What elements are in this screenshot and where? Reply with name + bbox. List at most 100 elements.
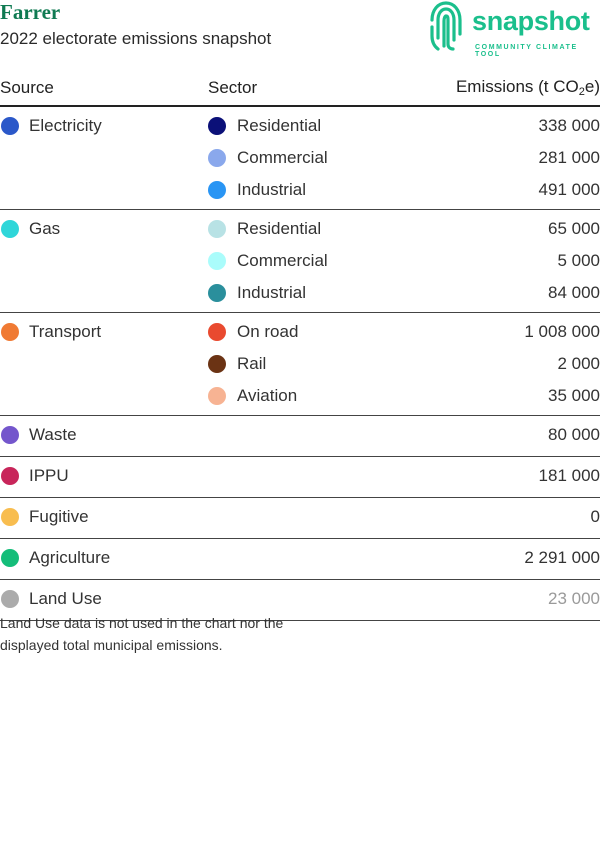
sector-cell: Industrial bbox=[208, 277, 408, 313]
emissions-value: 281 000 bbox=[538, 148, 600, 167]
page-title: Farrer bbox=[0, 0, 61, 24]
source-cell-label: Electricity bbox=[29, 116, 102, 135]
table-row: Industrial 491 000 bbox=[0, 174, 600, 210]
sector-cell-content: Industrial bbox=[208, 180, 408, 200]
sector-cell: Industrial bbox=[208, 174, 408, 210]
logo-tagline: COMMUNITY CLIMATE TOOL bbox=[475, 44, 578, 58]
source-cell-empty bbox=[0, 245, 208, 277]
sector-color-dot-icon bbox=[208, 181, 226, 199]
sector-cell-label: Aviation bbox=[237, 386, 298, 405]
source-cell-content: Fugitive bbox=[0, 507, 208, 527]
sector-color-dot-icon bbox=[208, 387, 226, 405]
source-cell-label: Gas bbox=[29, 219, 61, 238]
sector-cell-content: Residential bbox=[208, 116, 408, 136]
sector-cell: Aviation bbox=[208, 380, 408, 416]
source-cell-content: Transport bbox=[0, 322, 208, 342]
table-header-row: Source Sector Emissions (t CO2e) bbox=[0, 70, 600, 107]
source-color-dot-icon bbox=[1, 548, 19, 567]
sector-cell-empty bbox=[208, 579, 408, 621]
source-color-dot-icon bbox=[1, 425, 19, 444]
sector-color-dot-icon bbox=[208, 149, 226, 167]
sector-color-dot-icon bbox=[208, 323, 226, 341]
sector-cell: Commercial bbox=[208, 245, 408, 277]
source-cell-label: IPPU bbox=[29, 465, 69, 485]
source-cell-content: Land Use bbox=[0, 589, 208, 609]
source-color-dot-icon bbox=[1, 507, 19, 526]
header: Farrer 2022 electorate emissions snapsho… bbox=[0, 0, 600, 70]
source-cell-empty bbox=[0, 348, 208, 380]
source-cell: Fugitive bbox=[0, 497, 208, 539]
source-cell: Electricity bbox=[0, 106, 208, 142]
emissions-value: 5 000 bbox=[557, 251, 600, 270]
table-row: Commercial 5 000 bbox=[0, 245, 600, 277]
table-row: Transport On road 1 008 000 bbox=[0, 313, 600, 349]
land-use-note: Land Use data is not used in the chart n… bbox=[0, 615, 284, 653]
column-header-emissions: Emissions (t CO2e) bbox=[408, 70, 600, 107]
source-cell-content: Gas bbox=[0, 219, 208, 239]
source-color-dot-icon bbox=[1, 117, 19, 135]
sector-cell-empty bbox=[208, 415, 408, 457]
table-row: Gas Residential 65 000 bbox=[0, 210, 600, 246]
emissions-value: 65 000 bbox=[548, 219, 600, 238]
source-cell-content: Electricity bbox=[0, 116, 208, 136]
emissions-value: 84 000 bbox=[408, 277, 600, 313]
sector-cell-content: Rail bbox=[208, 354, 408, 374]
sector-color-dot-icon bbox=[208, 355, 226, 373]
sector-cell: Commercial bbox=[208, 142, 408, 174]
source-cell-label: Transport bbox=[29, 322, 102, 341]
sector-cell-label: Industrial bbox=[237, 283, 306, 302]
sector-cell-content: Residential bbox=[208, 219, 408, 239]
sector-cell-content: Commercial bbox=[208, 148, 408, 168]
sector-cell-content: Industrial bbox=[208, 283, 408, 303]
source-cell-empty bbox=[0, 174, 208, 210]
source-cell: Agriculture bbox=[0, 538, 208, 580]
table-row: Aviation 35 000 bbox=[0, 380, 600, 416]
table-row: Rail 2 000 bbox=[0, 348, 600, 380]
source-cell-label: Waste bbox=[29, 424, 77, 444]
sector-color-dot-icon bbox=[208, 252, 226, 270]
source-cell: IPPU bbox=[0, 456, 208, 498]
emissions-value: 80 000 bbox=[408, 415, 600, 457]
table-row: Commercial 281 000 bbox=[0, 142, 600, 174]
source-cell: Waste bbox=[0, 415, 208, 457]
sector-color-dot-icon bbox=[208, 284, 226, 302]
sector-cell-content: Aviation bbox=[208, 386, 408, 406]
sector-cell: Rail bbox=[208, 348, 408, 380]
sector-cell: On road bbox=[208, 313, 408, 349]
source-cell: Transport bbox=[0, 313, 208, 349]
column-header-sector: Sector bbox=[208, 70, 408, 107]
sector-cell-label: Rail bbox=[237, 354, 267, 373]
source-cell-content: Agriculture bbox=[0, 548, 208, 568]
table-row: IPPU 181 000 bbox=[0, 456, 600, 498]
table-body: Electricity Residential 338 000 Commercial 2… bbox=[0, 106, 600, 621]
table-row: Electricity Residential 338 000 bbox=[0, 106, 600, 142]
table-row: Waste 80 000 bbox=[0, 415, 600, 457]
sector-cell-label: Residential bbox=[237, 219, 322, 238]
emissions-value: 338 000 bbox=[538, 116, 600, 135]
source-color-dot-icon bbox=[1, 466, 19, 485]
fingerprint-icon bbox=[430, 1, 462, 51]
sector-cell-label: Industrial bbox=[237, 180, 306, 199]
emissions-value: 0 bbox=[408, 497, 600, 539]
source-cell-label: Fugitive bbox=[29, 506, 89, 526]
sector-cell-label: On road bbox=[237, 322, 299, 341]
sector-color-dot-icon bbox=[208, 220, 226, 238]
source-cell-empty bbox=[0, 380, 208, 416]
snapshot-logo[interactable]: snapshot COMMUNITY CLIMATE TOOL bbox=[428, 0, 600, 58]
sector-cell-content: Commercial bbox=[208, 251, 408, 271]
source-cell-empty bbox=[0, 142, 208, 174]
table-row: Land Use 23 000 bbox=[0, 579, 600, 621]
sector-cell-empty bbox=[208, 456, 408, 498]
emissions-value: 23 000 bbox=[408, 579, 600, 621]
source-color-dot-icon bbox=[1, 323, 19, 341]
table-row: Fugitive 0 bbox=[0, 497, 600, 539]
sector-color-dot-icon bbox=[208, 117, 226, 135]
sector-cell: Residential bbox=[208, 106, 408, 142]
sector-cell: Residential bbox=[208, 210, 408, 246]
logo-wordmark: snapshot bbox=[472, 6, 590, 36]
source-cell-content: Waste bbox=[0, 425, 208, 445]
sector-cell-label: Commercial bbox=[237, 148, 328, 167]
sector-cell-empty bbox=[208, 538, 408, 580]
column-header-source: Source bbox=[0, 70, 208, 107]
emissions-value: 491 000 bbox=[408, 174, 600, 210]
